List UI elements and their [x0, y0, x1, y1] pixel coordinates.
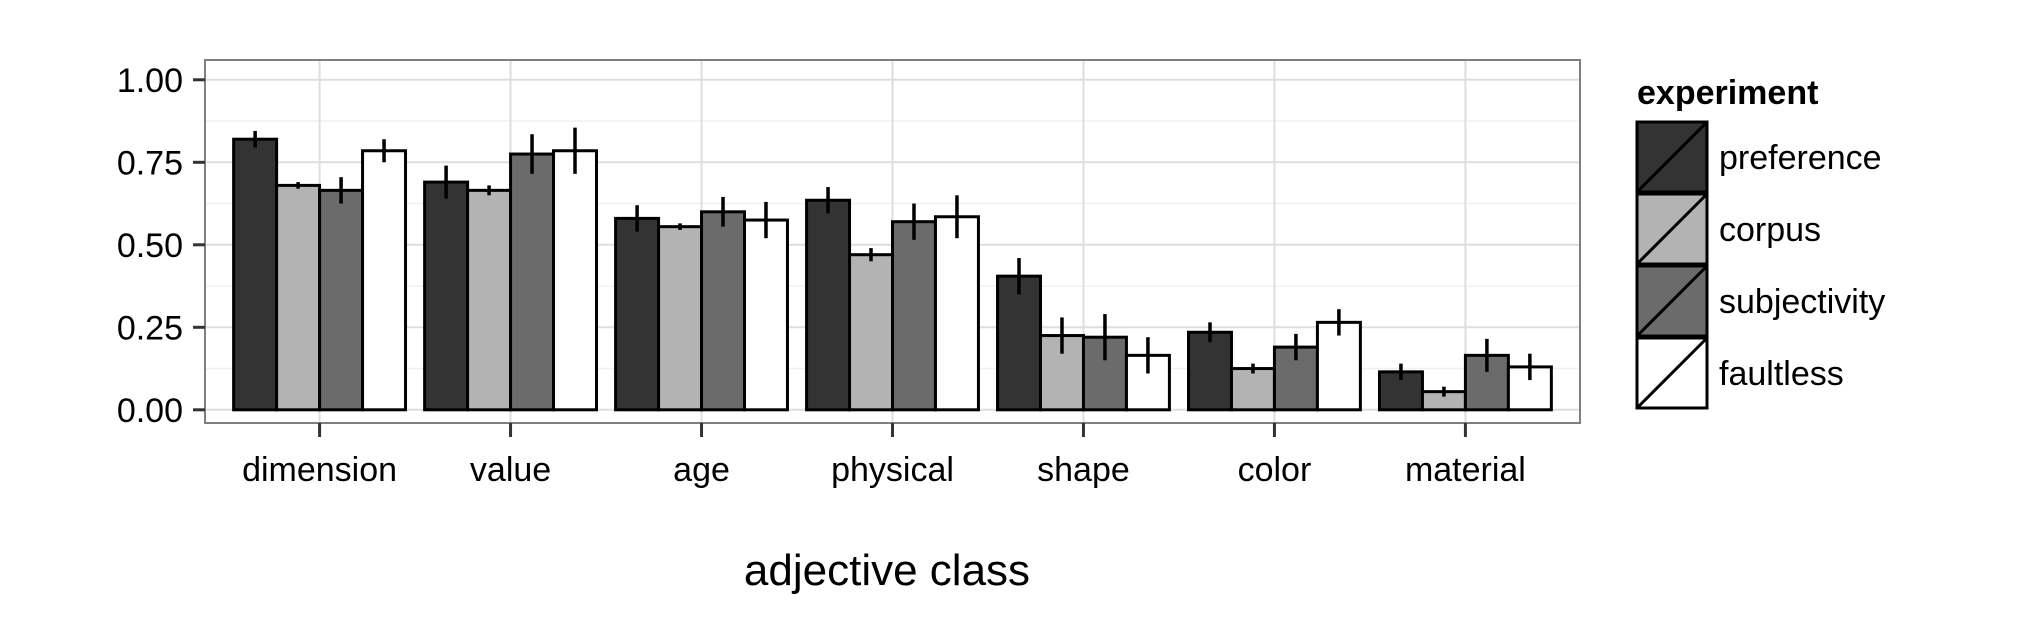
legend-key-slash [1635, 264, 1709, 338]
bar-corpus-age [657, 225, 704, 412]
bar-corpus-physical [848, 253, 894, 412]
axes: 0.00 0.25 0.50 0.75 1.00 dimension value age phy… [117, 59, 1581, 489]
bar-faultless-material [1506, 365, 1553, 412]
legend-item-subjectivity: subjectivity [1635, 264, 1885, 338]
x-tick-label-age: age [673, 451, 730, 489]
bar-preference-color [1187, 330, 1233, 412]
bar-subjectivity-dimension [318, 188, 365, 412]
y-tick-label: 1.00 [117, 62, 183, 100]
legend-item-faultless: faultless [1635, 336, 1844, 410]
x-tick-label-physical: physical [831, 451, 954, 489]
bar-preference-age [614, 216, 661, 412]
x-tick-label-shape: shape [1037, 451, 1130, 489]
legend-key-slash [1635, 336, 1709, 410]
x-tick-label-value: value [470, 451, 551, 489]
legend-key-slash [1635, 192, 1709, 266]
bar-faultless-dimension [361, 149, 408, 412]
y-tick-label: 0.50 [117, 227, 183, 265]
legend-label-faultless: faultless [1719, 355, 1844, 393]
bar-corpus-dimension [275, 183, 322, 412]
legend-label-subjectivity: subjectivity [1719, 283, 1885, 321]
bar-subjectivity-physical [891, 220, 937, 412]
error-bars [253, 127, 1532, 397]
bar-preference-physical [805, 198, 852, 412]
bar-corpus-color [1229, 367, 1276, 412]
legend-key-slash [1635, 120, 1709, 194]
bar-preference-value [423, 180, 470, 412]
x-tick-label-dimension: dimension [242, 451, 397, 489]
x-axis-title: adjective class [744, 546, 1030, 595]
bar-faultless-color [1315, 320, 1362, 412]
bars [232, 137, 1553, 412]
y-tick-label: 0.00 [117, 392, 183, 430]
y-tick-label: 0.75 [117, 144, 183, 182]
bar-subjectivity-value [509, 152, 556, 412]
legend-item-preference: preference [1635, 120, 1882, 194]
bar-preference-shape [996, 274, 1043, 412]
bar-subjectivity-age [700, 210, 746, 412]
bar-faultless-age [742, 218, 789, 412]
bar-corpus-value [466, 188, 513, 412]
bar-preference-dimension [232, 137, 279, 412]
bar-faultless-physical [933, 215, 980, 412]
x-tick-label-material: material [1405, 451, 1526, 489]
x-tick-label-color: color [1238, 451, 1312, 489]
legend-label-preference: preference [1719, 139, 1882, 177]
y-tick-label: 0.25 [117, 309, 183, 347]
bar-faultless-value [552, 149, 598, 412]
legend: experiment preference corpus subjectivity f… [1635, 74, 1885, 410]
legend-label-corpus: corpus [1719, 211, 1821, 249]
legend-item-corpus: corpus [1635, 192, 1821, 266]
legend-title: experiment [1637, 74, 1818, 112]
